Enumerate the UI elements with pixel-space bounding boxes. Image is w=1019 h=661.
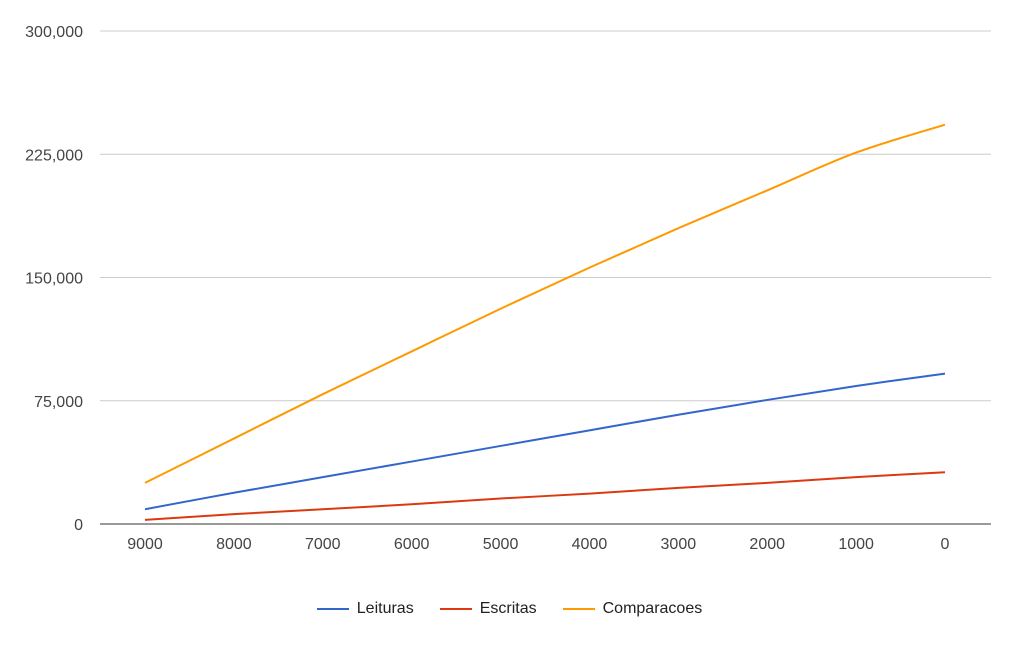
x-tick-label: 9000	[127, 536, 163, 553]
legend: Leituras Escritas Comparacoes	[0, 600, 1019, 618]
chart-canvas: 0 75,000 150,000 225,000 300,000 9000 8000 7000…	[25, 24, 991, 553]
series-line-comparacoes[interactable]	[144, 123, 946, 484]
series-line-leituras[interactable]	[144, 372, 946, 511]
legend-swatch	[562, 608, 595, 610]
y-tick-label: 300,000	[25, 24, 83, 41]
x-tick-label: 3000	[661, 536, 697, 553]
tick-labels: 0 75,000 150,000 225,000 300,000 9000 8000 7000…	[25, 24, 949, 553]
legend-swatch	[439, 608, 472, 610]
y-tick-label: 150,000	[25, 271, 83, 288]
y-tick-label: 75,000	[34, 394, 83, 411]
y-tick-label: 0	[74, 517, 83, 534]
legend-item-escritas[interactable]: Escritas	[439, 600, 537, 618]
legend-item-comparacoes[interactable]: Comparacoes	[562, 600, 703, 618]
series-lines	[144, 123, 946, 521]
legend-label: Leituras	[356, 600, 414, 617]
x-tick-label: 8000	[216, 536, 252, 553]
x-tick-label: 6000	[394, 536, 430, 553]
y-tick-label: 225,000	[25, 147, 83, 164]
x-tick-label: 0	[941, 536, 950, 553]
x-tick-label: 5000	[483, 536, 519, 553]
x-tick-label: 7000	[305, 536, 341, 553]
x-tick-label: 1000	[838, 536, 874, 553]
legend-swatch	[316, 608, 349, 610]
series-line-escritas[interactable]	[144, 471, 946, 521]
x-tick-label: 2000	[749, 536, 785, 553]
gridlines	[100, 30, 991, 402]
legend-label: Comparacoes	[602, 600, 703, 617]
legend-item-leituras[interactable]: Leituras	[316, 600, 414, 618]
x-tick-label: 4000	[572, 536, 608, 553]
legend-label: Escritas	[479, 600, 537, 617]
